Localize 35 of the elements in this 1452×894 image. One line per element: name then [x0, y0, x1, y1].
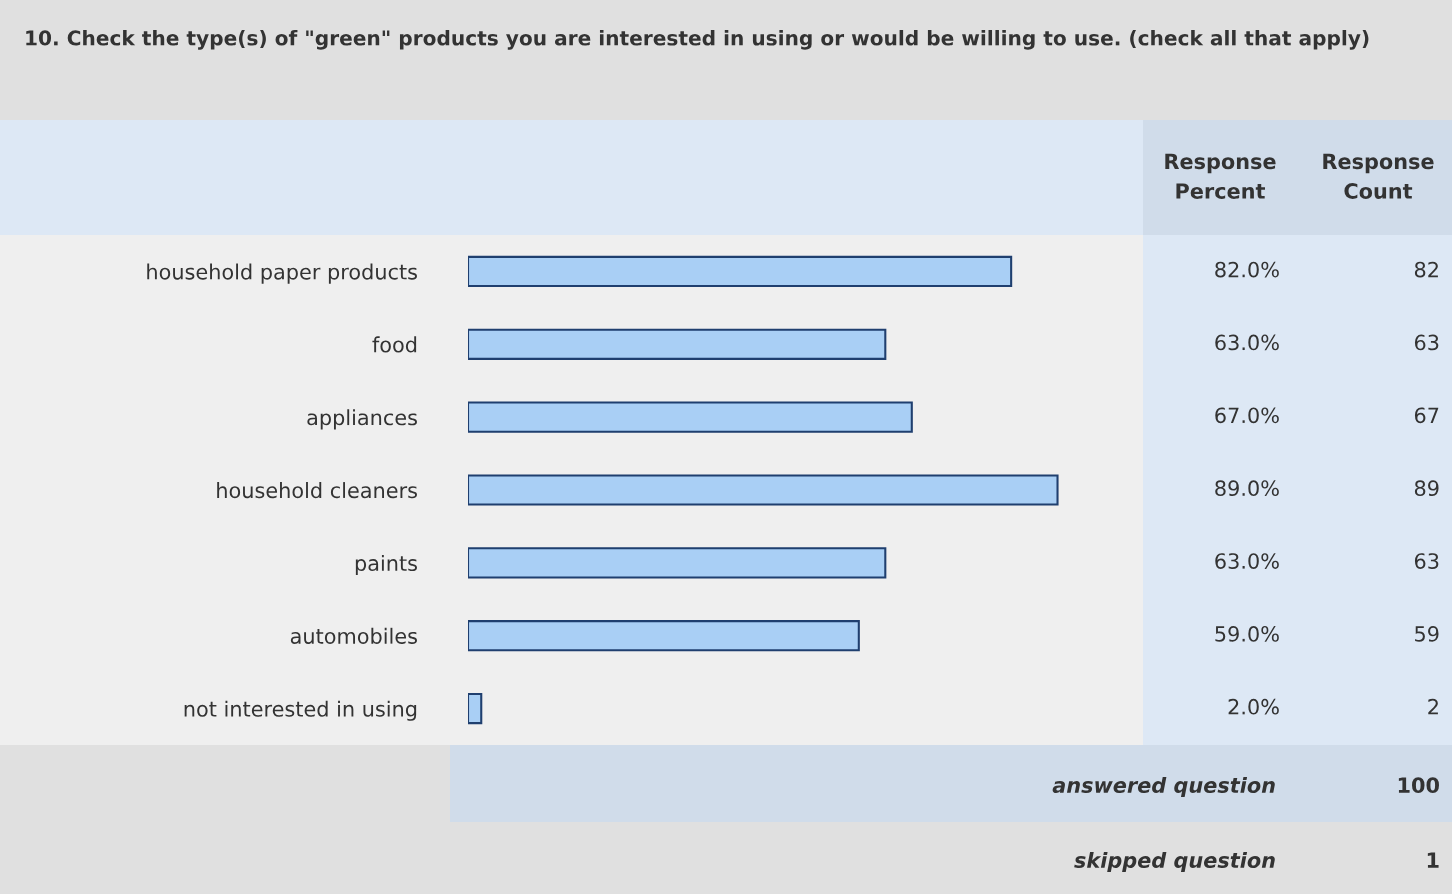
bar	[468, 401, 913, 433]
data-label: 63.0%	[1215, 553, 1279, 569]
bar	[468, 328, 887, 360]
bar	[468, 547, 887, 579]
y-tick-label: not interested in using	[184, 700, 417, 721]
text: 82	[1414, 261, 1438, 278]
data-label: 67.0%	[1215, 407, 1279, 424]
text: Response Count	[1323, 153, 1434, 199]
bar	[468, 255, 1013, 288]
text: 59	[1415, 626, 1439, 642]
data-label: 82.0%	[1215, 261, 1279, 278]
y-tick-label: household cleaners	[217, 482, 417, 499]
text: 89	[1414, 480, 1439, 497]
y-tick-label: automobiles	[290, 627, 417, 644]
text: Response Percent	[1165, 153, 1276, 199]
text: 2	[1428, 698, 1438, 715]
text: 67	[1414, 407, 1439, 424]
bar	[468, 692, 483, 725]
chart-title: 10. Check the type(s) of "green" products you are interested in using or would be willing to use. (check all that apply)	[26, 30, 1369, 50]
text: answered question	[1052, 776, 1275, 798]
bar	[468, 474, 1059, 506]
text: 100	[1398, 777, 1439, 794]
y-tick-label: household paper products	[147, 263, 417, 284]
y-tick-label: food	[372, 336, 417, 353]
text: 63	[1414, 553, 1439, 569]
data-label: 2.0%	[1228, 698, 1279, 715]
text: skipped question	[1074, 851, 1275, 873]
data-label: 59.0%	[1215, 626, 1279, 642]
bar	[468, 620, 860, 652]
text: 1	[1427, 852, 1439, 868]
y-tick-label: paints	[355, 554, 417, 576]
y-tick-label: appliances	[307, 409, 417, 430]
data-label: 89.0%	[1215, 480, 1279, 497]
text: 63	[1414, 334, 1439, 351]
data-label: 63.0%	[1215, 334, 1279, 351]
